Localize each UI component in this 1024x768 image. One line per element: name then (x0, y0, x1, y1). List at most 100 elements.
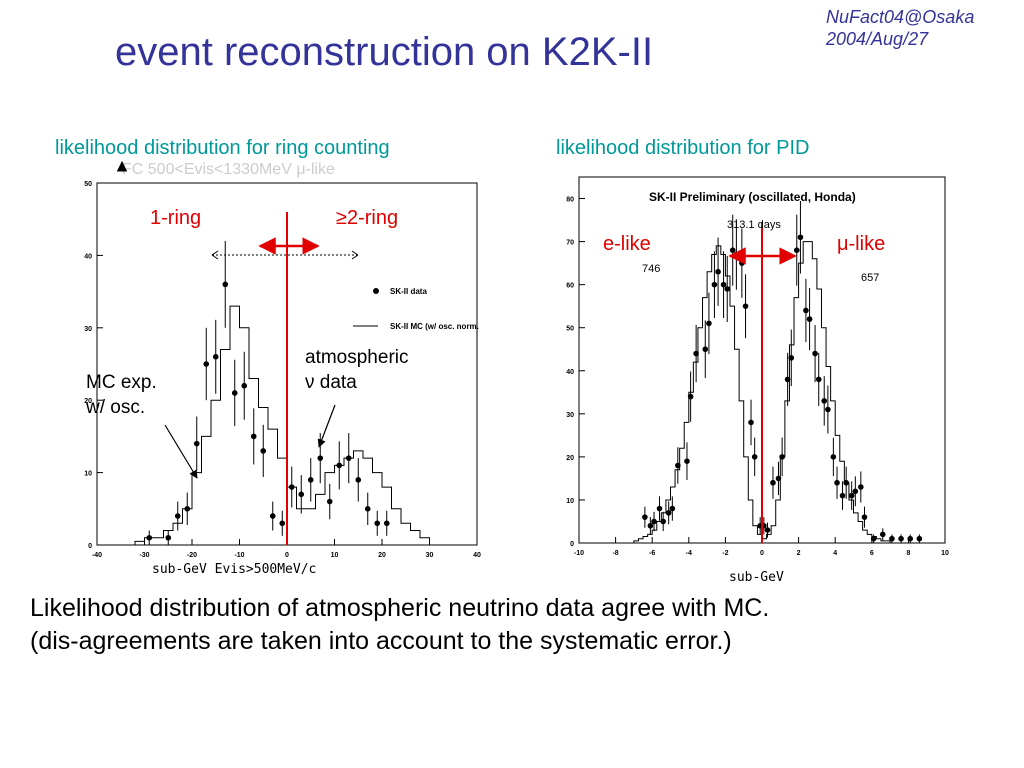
data-point (779, 454, 785, 460)
data-point (770, 479, 776, 486)
data-point (642, 514, 648, 520)
x-tick-label: -4 (686, 550, 692, 557)
x-tick-label: -30 (139, 552, 149, 559)
ring-counting-heading: likelihood distribution for ring countin… (55, 137, 390, 159)
data-point (834, 479, 840, 486)
data-point (764, 527, 771, 533)
x-tick-label: 0 (760, 550, 764, 557)
data-point (651, 518, 657, 525)
x-tick-label: 20 (378, 552, 386, 559)
data-point (715, 268, 721, 275)
data-point (656, 505, 663, 512)
data-point (788, 355, 795, 361)
data-point (298, 491, 305, 498)
data-point (830, 454, 837, 460)
right-caption: sub-GeV (729, 570, 784, 585)
x-tick-label: -20 (187, 552, 197, 559)
legend-data-text: SK-II data (390, 287, 427, 296)
data-point (317, 455, 324, 461)
data-point (693, 350, 699, 357)
ring-counting-chart: FC 500<Evis<1330MeV μ-like -40 -30 -20 -10 0… (84, 160, 481, 559)
e-like-label: e-like (603, 233, 651, 255)
x-tick-label: -10 (574, 550, 584, 557)
data-point (724, 286, 731, 292)
data-point (702, 346, 709, 353)
x-tick-label: 10 (941, 550, 949, 557)
data-point (821, 398, 828, 404)
data-point (374, 520, 381, 527)
y-tick-label: 40 (84, 253, 92, 260)
conference-date: 2004/Aug/27 (826, 29, 929, 49)
data-point-group (146, 240, 390, 545)
data-point (858, 484, 864, 490)
y-tick-label: 20 (566, 455, 574, 462)
data-point (852, 488, 859, 495)
x-tick-label: 6 (870, 550, 874, 557)
data-point (260, 448, 267, 454)
pid-heading: likelihood distribution for PID (556, 137, 810, 159)
data-point (907, 535, 914, 542)
data-point (861, 514, 868, 520)
legend-data-marker (373, 288, 379, 294)
left-count: 746 (642, 263, 660, 275)
x-tick-label: 2 (797, 550, 801, 557)
data-point (174, 513, 181, 519)
mc-annotation: MC exp. w/ osc. (86, 370, 157, 420)
exposure-text: 313.1 days (727, 219, 781, 231)
data-point (889, 535, 895, 542)
data-point (711, 281, 718, 288)
data-point (784, 376, 791, 383)
multi-ring-label: ≥2-ring (336, 207, 399, 229)
dotted-arrow-heads (211, 250, 359, 260)
y-tick-label: 80 (566, 197, 574, 204)
data-point (729, 247, 736, 253)
data-point (364, 506, 371, 512)
data-point (848, 492, 855, 499)
summary-line-2: (dis-agreements are taken into account t… (30, 627, 732, 655)
x-tick-label: -6 (649, 550, 655, 557)
x-tick-label: -10 (234, 552, 244, 559)
data-point (660, 518, 666, 525)
data-point (815, 376, 822, 383)
data-point (231, 390, 238, 396)
x-tick-label: -8 (612, 550, 618, 557)
y-tick-label: 60 (566, 283, 574, 290)
tick-group: -10 -8 -6 -4 -2 0 2 4 6 8 10 0 10 20 30 40 50 60 70 80 (566, 197, 949, 557)
legend-mc-text: SK-II MC (w/ osc. norm. (390, 322, 479, 331)
data-point (706, 320, 712, 327)
data-point (793, 247, 800, 253)
data-point (355, 477, 362, 483)
y-tick-label: 10 (84, 471, 92, 478)
x-tick-label: 4 (833, 550, 837, 557)
data-point (241, 382, 248, 389)
data-point (839, 492, 846, 499)
x-tick-label: -2 (722, 550, 728, 557)
faded-header-text: FC 500<Evis<1330MeV μ-like (122, 161, 335, 178)
data-point (916, 535, 923, 542)
data-point (870, 535, 877, 542)
data-point (879, 531, 886, 538)
data-point (843, 479, 849, 486)
data-point (665, 510, 672, 516)
y-tick-label: 40 (566, 369, 574, 376)
data-point (775, 475, 782, 482)
data-point (742, 303, 749, 309)
mc-annotation-line1: MC exp. (86, 372, 157, 393)
data-point (720, 281, 727, 288)
mc-pointer-arrow (164, 424, 198, 479)
x-tick-label: 30 (426, 552, 434, 559)
data-point (345, 455, 352, 461)
data-point (748, 419, 754, 426)
data-point (269, 513, 276, 519)
data-point (797, 234, 804, 241)
conference-name: NuFact04@Osaka (826, 7, 975, 27)
summary-line-1: Likelihood distribution of atmospheric n… (30, 594, 770, 622)
data-point (203, 361, 210, 367)
y-tick-label: 70 (566, 240, 574, 247)
summary-text: Likelihood distribution of atmospheric n… (30, 592, 1005, 658)
data-point (803, 307, 809, 314)
conference-label: NuFact04@Osaka 2004/Aug/27 (826, 6, 974, 50)
data-point (326, 498, 333, 505)
data-point (193, 440, 200, 447)
data-point (806, 316, 813, 322)
